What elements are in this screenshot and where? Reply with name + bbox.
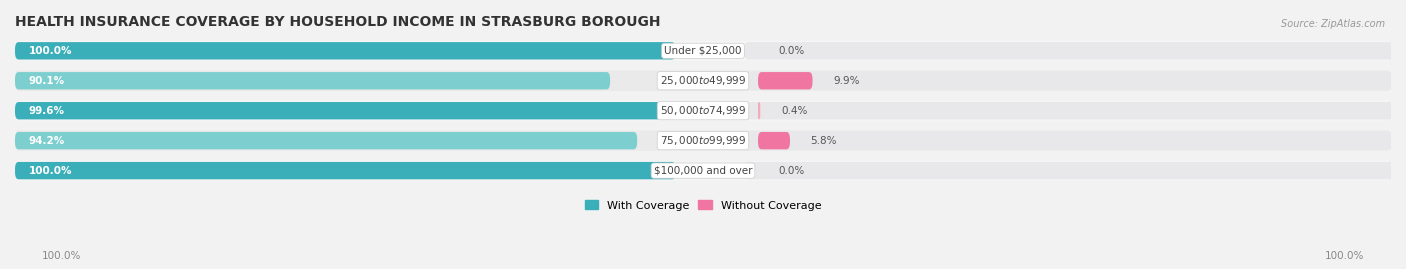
FancyBboxPatch shape	[15, 162, 675, 179]
FancyBboxPatch shape	[15, 160, 1391, 181]
FancyBboxPatch shape	[744, 162, 1405, 179]
Text: 5.8%: 5.8%	[811, 136, 837, 146]
Text: 94.2%: 94.2%	[28, 136, 65, 146]
FancyBboxPatch shape	[758, 72, 813, 90]
FancyBboxPatch shape	[15, 42, 675, 59]
Text: 100.0%: 100.0%	[1324, 251, 1364, 261]
Text: 90.1%: 90.1%	[28, 76, 65, 86]
FancyBboxPatch shape	[744, 132, 1405, 149]
Text: 9.9%: 9.9%	[834, 76, 859, 86]
Text: 0.4%: 0.4%	[780, 106, 807, 116]
Text: 100.0%: 100.0%	[42, 251, 82, 261]
Text: HEALTH INSURANCE COVERAGE BY HOUSEHOLD INCOME IN STRASBURG BOROUGH: HEALTH INSURANCE COVERAGE BY HOUSEHOLD I…	[15, 15, 661, 29]
FancyBboxPatch shape	[15, 102, 673, 119]
Text: 100.0%: 100.0%	[28, 46, 72, 56]
Text: $25,000 to $49,999: $25,000 to $49,999	[659, 74, 747, 87]
Text: $75,000 to $99,999: $75,000 to $99,999	[659, 134, 747, 147]
FancyBboxPatch shape	[744, 72, 1405, 90]
Text: Source: ZipAtlas.com: Source: ZipAtlas.com	[1281, 19, 1385, 29]
FancyBboxPatch shape	[758, 132, 790, 149]
FancyBboxPatch shape	[758, 102, 761, 119]
Text: 99.6%: 99.6%	[28, 106, 65, 116]
Legend: With Coverage, Without Coverage: With Coverage, Without Coverage	[581, 196, 825, 215]
Text: 0.0%: 0.0%	[779, 166, 804, 176]
Text: 100.0%: 100.0%	[28, 166, 72, 176]
FancyBboxPatch shape	[15, 41, 1391, 61]
Text: $50,000 to $74,999: $50,000 to $74,999	[659, 104, 747, 117]
FancyBboxPatch shape	[15, 70, 1391, 91]
FancyBboxPatch shape	[15, 101, 1391, 121]
Text: $100,000 and over: $100,000 and over	[654, 166, 752, 176]
FancyBboxPatch shape	[15, 72, 610, 90]
FancyBboxPatch shape	[15, 132, 637, 149]
Text: Under $25,000: Under $25,000	[664, 46, 742, 56]
FancyBboxPatch shape	[744, 42, 1405, 59]
FancyBboxPatch shape	[744, 102, 1405, 119]
FancyBboxPatch shape	[15, 130, 1391, 151]
Text: 0.0%: 0.0%	[779, 46, 804, 56]
